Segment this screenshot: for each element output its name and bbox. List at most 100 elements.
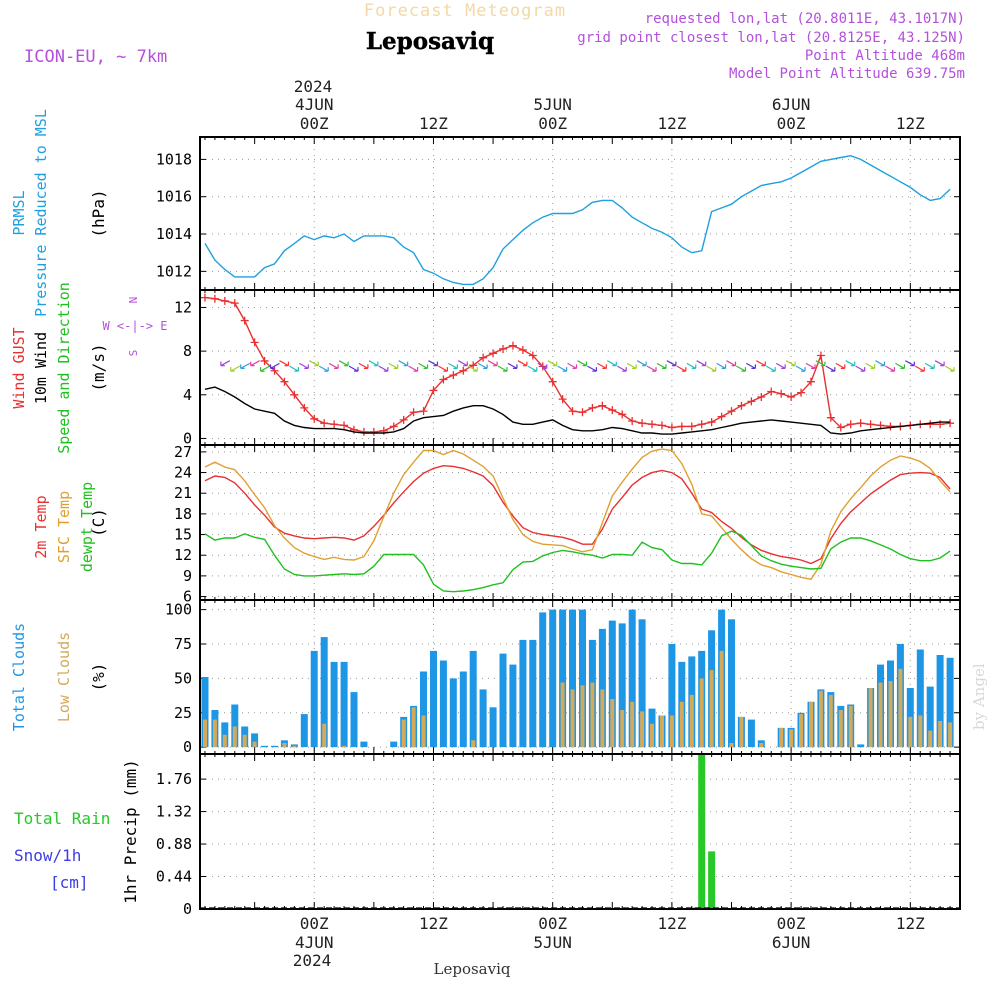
dewpt-label: dewpt Temp [78, 482, 96, 572]
gust-point-marker [598, 401, 607, 410]
total-cloud-bar [360, 741, 368, 748]
total-cloud-bar [569, 609, 576, 748]
gust-point-marker [210, 294, 219, 303]
bottom-axis-date: 6JUN [772, 933, 811, 952]
total-cloud-bar [330, 661, 338, 748]
total-cloud-bar [489, 707, 497, 748]
gust-point-marker [320, 419, 329, 428]
gust-point-marker [508, 341, 517, 350]
total-cloud-bar [936, 655, 944, 748]
wind-direction-arrow [467, 365, 478, 372]
total-cloud-bar [251, 733, 259, 748]
wind-direction-arrow [646, 365, 657, 372]
y-tick-label: 0.88 [156, 835, 192, 853]
wind-direction-arrow [775, 362, 786, 370]
wind-direction-arrow [577, 360, 588, 367]
y-tick-label: 12 [174, 546, 192, 564]
low-cloud-bar [848, 705, 853, 748]
low-cloud-bar [411, 707, 416, 748]
gust-point-marker [439, 375, 448, 384]
gust-point-marker [260, 356, 269, 365]
gust-point-marker [797, 388, 806, 397]
low-cloud-bar [570, 689, 575, 748]
total-cloud-bar [261, 745, 269, 748]
gust-point-marker [747, 397, 756, 406]
sfc-temp-label: SFC Temp [55, 491, 73, 563]
model-altitude: Model Point Altitude 639.75m [729, 66, 965, 82]
gust-point-marker [717, 412, 726, 421]
gust-point-marker [638, 419, 647, 428]
total-cloud-bar [946, 657, 954, 748]
total-cloud-bar [340, 661, 348, 748]
gust-point-marker [310, 414, 319, 423]
total-cloud-bar [300, 714, 308, 748]
gust-point-marker [628, 416, 637, 425]
total-cloud-bar [668, 644, 676, 748]
wind-direction-arrow [696, 360, 707, 367]
panel-wind: 0 4 8 12 (m/s) [89, 289, 961, 447]
top-axis-year: 2024 [294, 77, 333, 96]
gust-point-marker [648, 420, 657, 429]
low-cloud-bar [928, 730, 933, 748]
total-cloud-bar [201, 677, 209, 748]
low-cloud-bar [421, 715, 426, 748]
total-cloud-bar [628, 609, 636, 748]
model-label: ICON-EU, ~ 7km [24, 47, 167, 67]
gust-point-marker [806, 377, 815, 386]
low-cloud-bar [292, 745, 297, 748]
gust-point-marker [856, 419, 865, 428]
y-tick-label: 9 [183, 567, 192, 585]
total-cloud-bar [618, 623, 626, 748]
total-cloud-bar [539, 612, 547, 748]
low-cloud-bar [868, 688, 873, 748]
y-tick-label: 50 [174, 669, 192, 687]
low-cloud-bar [739, 716, 744, 748]
gust-point-marker [300, 403, 309, 412]
wind-direction-arrow [626, 362, 637, 370]
series-line-2m-temp [204, 464, 951, 565]
chart-subtitle: Forecast Meteogram [364, 1, 566, 21]
gust-point-marker [429, 386, 438, 395]
gust-point-marker [946, 419, 955, 428]
total-cloud-bar [320, 637, 328, 748]
y-tick-label: 1018 [156, 150, 192, 168]
bottom-axis-hour: 12Z [896, 914, 925, 933]
low-cloud-bar [650, 723, 654, 748]
low-cloud-bar [908, 716, 913, 748]
low-cloud-bar [252, 741, 257, 748]
gust-point-marker [419, 407, 428, 416]
total-cloud-bar [579, 609, 586, 748]
total-cloud-bar [857, 744, 865, 748]
wind-direction-arrow [398, 360, 409, 367]
low-cloud-bar [560, 682, 565, 748]
compass-west-east: W <-|-> E [102, 319, 167, 333]
low-cloud-bar [342, 745, 347, 748]
wind-direction-arrow [240, 362, 250, 370]
wind-direction-arrow [845, 360, 856, 367]
low-cloud-bar [282, 743, 287, 748]
snow-legend: Snow/1h [14, 846, 81, 865]
wind-direction-arrow [250, 360, 260, 367]
wind-direction-arrow [895, 362, 905, 370]
y-tick-label: 0.44 [156, 868, 192, 886]
wind-direction-arrow [716, 362, 727, 370]
low-cloud-bar [679, 701, 684, 748]
gust-point-marker [926, 420, 935, 429]
top-axis-hour: 12Z [896, 114, 925, 133]
low-cloud-bar [799, 714, 803, 748]
low-clouds-label: Low Clouds [55, 632, 73, 722]
wind-direction-arrow [875, 360, 886, 367]
gust-point-marker [499, 344, 508, 353]
gust-point-marker [687, 422, 696, 431]
gust-point-marker [588, 403, 597, 412]
gust-point-marker [618, 410, 627, 419]
wind-direction-arrow [308, 360, 319, 367]
total-cloud-bar [310, 650, 318, 748]
top-axis-hour: 12Z [419, 114, 448, 133]
gust-point-marker [449, 371, 458, 380]
low-cloud-bar [789, 729, 794, 748]
wind-direction-arrow [885, 365, 896, 372]
wind-direction-arrow [438, 365, 448, 372]
wind-direction-arrow [944, 365, 955, 372]
low-cloud-bar [580, 685, 585, 748]
